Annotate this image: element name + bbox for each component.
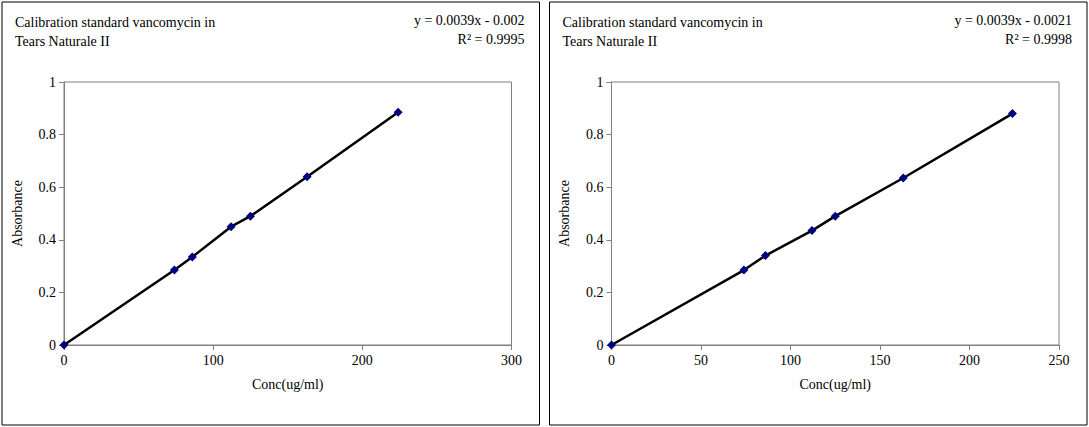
svg-text:100: 100 xyxy=(203,353,224,368)
svg-text:0.2: 0.2 xyxy=(586,285,604,300)
svg-text:Absorbance: Absorbance xyxy=(557,180,572,247)
svg-text:200: 200 xyxy=(959,353,980,368)
svg-text:1: 1 xyxy=(597,75,604,90)
svg-text:0.6: 0.6 xyxy=(39,180,57,195)
svg-text:y = 0.0039x - 0.002: y = 0.0039x - 0.002 xyxy=(414,13,525,28)
svg-text:200: 200 xyxy=(352,353,373,368)
svg-text:0.2: 0.2 xyxy=(39,285,57,300)
svg-text:Conc(ug/ml): Conc(ug/ml) xyxy=(799,377,871,393)
svg-text:100: 100 xyxy=(780,353,801,368)
svg-text:250: 250 xyxy=(1049,353,1070,368)
svg-text:Calibration standard vancomyci: Calibration standard vancomycin in xyxy=(15,15,215,30)
svg-text:Absorbance: Absorbance xyxy=(10,180,25,247)
svg-text:R² = 0.9998: R² = 0.9998 xyxy=(1005,32,1072,47)
svg-text:150: 150 xyxy=(870,353,891,368)
svg-text:0: 0 xyxy=(61,353,68,368)
svg-text:Tears Naturale II: Tears Naturale II xyxy=(563,34,658,49)
svg-text:0.6: 0.6 xyxy=(586,180,604,195)
svg-text:300: 300 xyxy=(501,353,522,368)
svg-text:1: 1 xyxy=(49,75,56,90)
svg-text:0.8: 0.8 xyxy=(39,127,57,142)
svg-text:50: 50 xyxy=(694,353,708,368)
svg-text:0: 0 xyxy=(49,338,56,353)
svg-text:R² = 0.9995: R² = 0.9995 xyxy=(458,32,525,47)
svg-text:0.8: 0.8 xyxy=(586,127,604,142)
svg-text:Conc(ug/ml): Conc(ug/ml) xyxy=(252,377,324,393)
svg-text:0: 0 xyxy=(597,338,604,353)
svg-text:y = 0.0039x - 0.0021: y = 0.0039x - 0.0021 xyxy=(954,13,1072,28)
svg-text:0.4: 0.4 xyxy=(39,232,57,247)
svg-text:0: 0 xyxy=(608,353,615,368)
svg-text:Calibration standard vancomyci: Calibration standard vancomycin in xyxy=(563,15,763,30)
svg-text:0.4: 0.4 xyxy=(586,232,604,247)
svg-text:Tears Naturale II: Tears Naturale II xyxy=(15,34,110,49)
